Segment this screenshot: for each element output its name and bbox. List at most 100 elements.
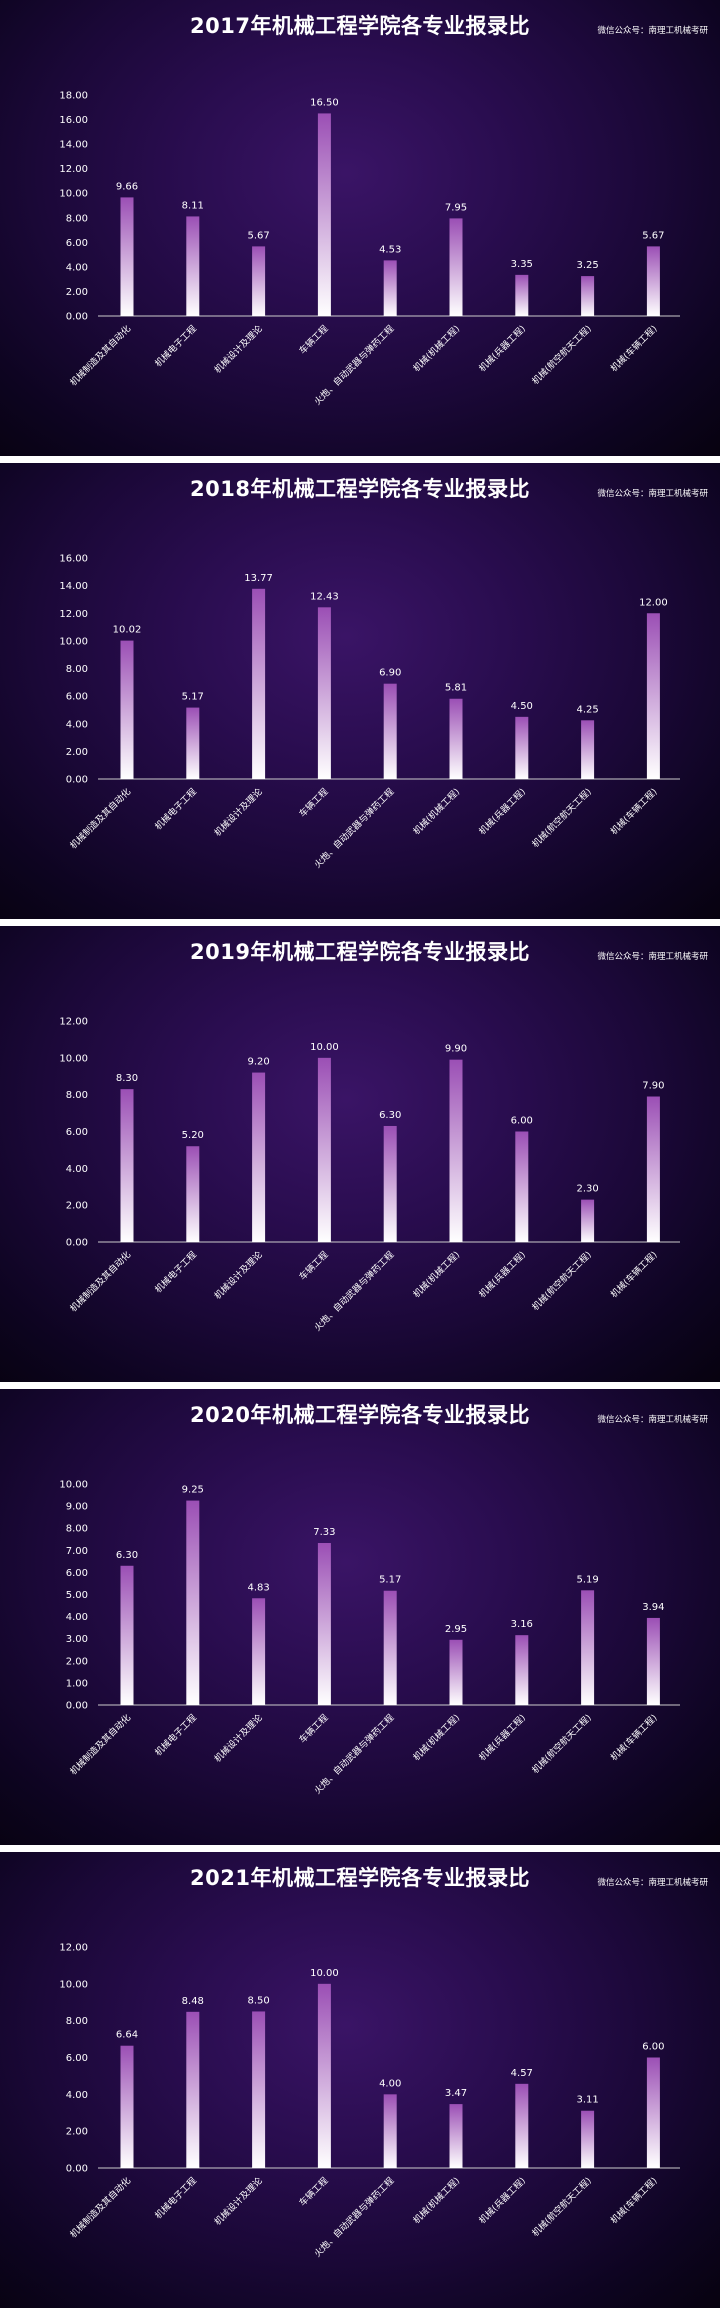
x-tick-label: 机械设计及理论: [212, 323, 265, 376]
x-tick-label: 机械(车辆工程): [608, 2175, 660, 2227]
y-tick-label: 2.00: [66, 2127, 88, 2138]
y-tick-label: 12.00: [59, 1017, 88, 1028]
bar: [646, 1617, 660, 1705]
chart-panel: 2017年机械工程学院各专业报录比 微信公众号：南理工机械考研 0.00 2.00 4.…: [0, 0, 720, 456]
y-tick-label: 0.00: [66, 775, 88, 786]
bar: [581, 276, 595, 316]
x-tick-label: 机械(车辆工程): [608, 1712, 660, 1764]
bar: [252, 1072, 266, 1242]
x-tick-label: 机械设计及理论: [212, 1712, 265, 1765]
y-tick-label: 4.00: [66, 2090, 88, 2101]
x-tick-label: 机械(机械工程): [410, 2175, 462, 2227]
watermark-text: 微信公众号：南理工机械考研: [597, 489, 708, 499]
y-tick-label: 14.00: [59, 581, 88, 592]
y-tick-label: 6.00: [66, 692, 88, 703]
bar: [449, 2104, 463, 2168]
y-tick-label: 2.00: [66, 747, 88, 758]
bar: [383, 1590, 397, 1705]
bar-value-label: 3.35: [511, 259, 533, 270]
bar-value-label: 8.48: [182, 1996, 204, 2007]
bar-value-label: 5.67: [247, 230, 269, 241]
bar-value-label: 3.47: [445, 2088, 467, 2099]
bar-value-label: 3.11: [576, 2095, 598, 2106]
bar-value-label: 4.83: [247, 1582, 269, 1593]
x-tick-label: 车辆工程: [297, 1712, 331, 1746]
y-tick-label: 14.00: [59, 140, 88, 151]
bar: [646, 1096, 660, 1242]
bar-value-label: 6.30: [116, 1550, 138, 1561]
y-tick-label: 8.00: [66, 213, 88, 224]
bar: [252, 2011, 266, 2168]
x-tick-label: 机械制造及其自动化: [67, 2175, 133, 2241]
bar-value-label: 9.25: [182, 1485, 204, 1496]
bar-value-label: 2.30: [576, 1184, 598, 1195]
bar-value-label: 3.94: [642, 1602, 664, 1613]
bar: [317, 1057, 331, 1242]
chart-panel: 2019年机械工程学院各专业报录比 微信公众号：南理工机械考研 0.00 2.00 4.…: [0, 926, 720, 1382]
y-tick-label: 10.00: [59, 1053, 88, 1064]
x-tick-label: 机械设计及理论: [212, 1249, 265, 1302]
bar: [186, 216, 200, 316]
y-tick-label: 9.00: [66, 1502, 88, 1513]
x-tick-label: 车辆工程: [297, 786, 331, 820]
bar: [120, 1089, 134, 1242]
x-tick-label: 机械(机械工程): [410, 323, 462, 375]
bar: [383, 260, 397, 316]
bar: [383, 683, 397, 779]
bar: [515, 2083, 529, 2168]
y-tick-label: 6.00: [66, 1568, 88, 1579]
x-tick-label: 机械设计及理论: [212, 2175, 265, 2228]
chart-title: 2020年机械工程学院各专业报录比: [190, 1403, 530, 1427]
bar: [515, 1131, 529, 1242]
bar: [581, 720, 595, 779]
x-tick-label: 车辆工程: [297, 1249, 331, 1283]
bar: [317, 607, 331, 779]
y-tick-label: 1.00: [66, 1678, 88, 1689]
y-tick-label: 4.00: [66, 1612, 88, 1623]
bar: [449, 1639, 463, 1705]
bar-value-label: 8.30: [116, 1073, 138, 1084]
bar-value-label: 4.00: [379, 2078, 401, 2089]
y-tick-label: 2.00: [66, 287, 88, 298]
bar-value-label: 4.25: [576, 704, 598, 715]
bar: [252, 1598, 266, 1705]
watermark-text: 微信公众号：南理工机械考研: [597, 26, 708, 36]
y-tick-label: 12.00: [59, 164, 88, 175]
y-tick-label: 0.00: [66, 1238, 88, 1249]
y-tick-label: 18.00: [59, 91, 88, 102]
x-tick-label: 机械(机械工程): [410, 1249, 462, 1301]
bar-value-label: 16.50: [310, 97, 339, 108]
bar-value-label: 6.90: [379, 668, 401, 679]
bar-value-label: 10.02: [113, 625, 142, 636]
x-tick-label: 机械(航空航天工程): [529, 323, 593, 387]
bar-value-label: 13.77: [244, 573, 273, 584]
y-tick-label: 2.00: [66, 1656, 88, 1667]
y-tick-label: 8.00: [66, 1524, 88, 1535]
y-tick-label: 2.00: [66, 1201, 88, 1212]
bar: [120, 1565, 134, 1705]
bar: [449, 698, 463, 779]
bar-value-label: 12.00: [639, 597, 668, 608]
x-tick-label: 机械设计及理论: [212, 786, 265, 839]
bar-value-label: 5.67: [642, 230, 664, 241]
x-tick-label: 机械电子工程: [152, 786, 199, 833]
y-tick-label: 8.00: [66, 2016, 88, 2027]
y-tick-label: 12.00: [59, 1943, 88, 1954]
bar-chart: 0.00 2.00 4.00 6.00 8.00 10.00 12.00 6.64 机械制造及其…: [59, 1943, 680, 2260]
x-tick-label: 车辆工程: [297, 2175, 331, 2209]
bar-chart: 0.00 2.00 4.00 6.00 8.00 10.00 12.00 14.00 16.00…: [59, 91, 680, 407]
bar-chart: 0.00 2.00 4.00 6.00 8.00 10.00 12.00 14.00 16.00…: [59, 554, 680, 870]
x-tick-label: 机械(机械工程): [410, 786, 462, 838]
bar-value-label: 7.95: [445, 202, 467, 213]
y-tick-label: 16.00: [59, 554, 88, 565]
bar-value-label: 8.11: [182, 200, 204, 211]
chart-panel: 2021年机械工程学院各专业报录比 微信公众号：南理工机械考研 0.00 2.00 4.…: [0, 1852, 720, 2308]
bar: [317, 1983, 331, 2168]
bar-value-label: 4.53: [379, 244, 401, 255]
chart-title: 2018年机械工程学院各专业报录比: [190, 477, 530, 501]
x-tick-label: 机械(航空航天工程): [529, 2175, 593, 2239]
bar-value-label: 5.17: [182, 692, 204, 703]
bar-value-label: 9.90: [445, 1044, 467, 1055]
bar: [120, 640, 134, 779]
bar-value-label: 6.00: [642, 2042, 664, 2053]
